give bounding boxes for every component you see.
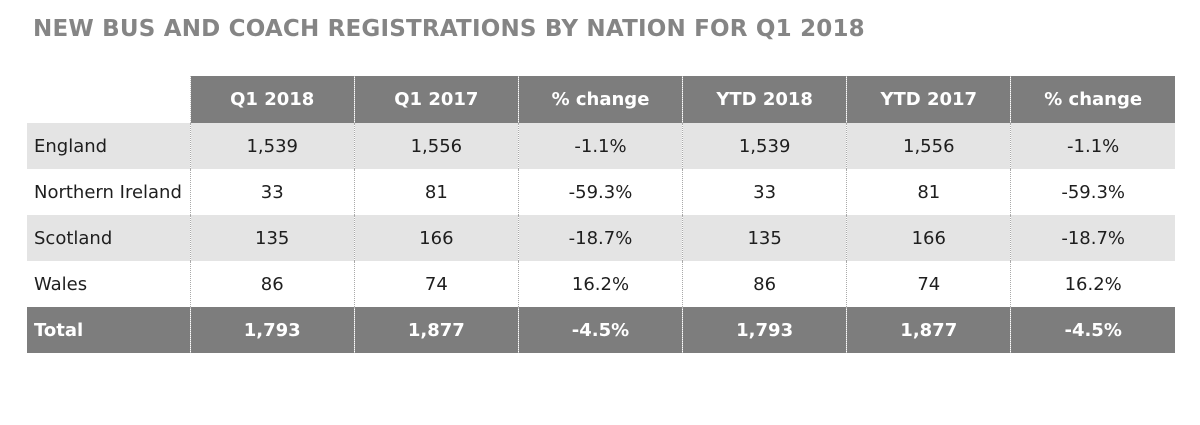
table-cell: 135 (189, 215, 355, 261)
table-row-england: England 1,539 1,556 -1.1% 1,539 1,556 -1… (27, 123, 1175, 169)
table-row-wales: Wales 86 74 16.2% 86 74 16.2% (27, 261, 1175, 307)
column-header-ytd-2018: YTD 2018 (682, 76, 847, 123)
table-cell: 74 (353, 261, 519, 307)
table-cell: -59.3% (1010, 169, 1175, 215)
table-cell: 166 (353, 215, 519, 261)
table-cell: 33 (682, 169, 847, 215)
table-cell: 81 (846, 169, 1011, 215)
table-cell: 74 (846, 261, 1011, 307)
total-cell: -4.5% (1010, 307, 1175, 353)
table-cell: 16.2% (517, 261, 683, 307)
column-header-q1-change: % change (517, 76, 683, 123)
table-row-scotland: Scotland 135 166 -18.7% 135 166 -18.7% (27, 215, 1175, 261)
column-header-ytd-change: % change (1010, 76, 1175, 123)
registrations-table: Q1 2018 Q1 2017 % change YTD 2018 YTD 20… (27, 76, 1175, 353)
table-cell: 135 (682, 215, 847, 261)
total-cell: 1,877 (846, 307, 1011, 353)
table-cell: 1,539 (189, 123, 355, 169)
table-cell: 81 (353, 169, 519, 215)
page-title: NEW BUS AND COACH REGISTRATIONS BY NATIO… (33, 16, 865, 42)
table-cell: 1,556 (846, 123, 1011, 169)
row-label: Scotland (27, 215, 191, 261)
column-header-q1-2018: Q1 2018 (189, 76, 355, 123)
column-header-q1-2017: Q1 2017 (353, 76, 519, 123)
total-cell: 1,793 (682, 307, 847, 353)
table-cell: 1,539 (682, 123, 847, 169)
table-cell: -18.7% (1010, 215, 1175, 261)
row-label: Northern Ireland (34, 181, 182, 203)
header-corner (27, 76, 191, 123)
column-header-ytd-2017: YTD 2017 (846, 76, 1011, 123)
table-cell: 86 (189, 261, 355, 307)
table-cell: 16.2% (1010, 261, 1175, 307)
table-cell: -1.1% (517, 123, 683, 169)
table-row-northern-ireland: Northern Ireland 33 81 -59.3% 33 81 -59.… (27, 169, 1175, 215)
table-cell: -18.7% (517, 215, 683, 261)
table-cell: 1,556 (353, 123, 519, 169)
table-cell: -1.1% (1010, 123, 1175, 169)
total-cell: -4.5% (517, 307, 683, 353)
total-label: Total (27, 307, 191, 353)
table-row-total: Total 1,793 1,877 -4.5% 1,793 1,877 -4.5… (27, 307, 1175, 353)
table-cell: 166 (846, 215, 1011, 261)
row-label: Wales (34, 273, 88, 295)
header-row: Q1 2018 Q1 2017 % change YTD 2018 YTD 20… (27, 76, 1175, 123)
table-cell: -59.3% (517, 169, 683, 215)
table-cell: 33 (189, 169, 355, 215)
total-cell: 1,877 (353, 307, 519, 353)
table-cell: 86 (682, 261, 847, 307)
row-label: England (27, 123, 191, 169)
total-cell: 1,793 (189, 307, 355, 353)
